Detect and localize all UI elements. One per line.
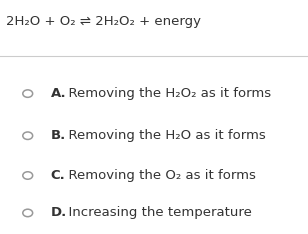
- Text: Removing the H₂O₂ as it forms: Removing the H₂O₂ as it forms: [60, 87, 271, 100]
- Text: Increasing the temperature: Increasing the temperature: [60, 206, 252, 219]
- Text: D.: D.: [51, 206, 67, 219]
- Text: B.: B.: [51, 129, 66, 142]
- Text: 2H₂O + O₂ ⇌ 2H₂O₂ + energy: 2H₂O + O₂ ⇌ 2H₂O₂ + energy: [6, 15, 201, 28]
- Text: A.: A.: [51, 87, 67, 100]
- Text: C.: C.: [51, 169, 66, 182]
- Text: Removing the O₂ as it forms: Removing the O₂ as it forms: [60, 169, 256, 182]
- Text: Removing the H₂O as it forms: Removing the H₂O as it forms: [60, 129, 266, 142]
